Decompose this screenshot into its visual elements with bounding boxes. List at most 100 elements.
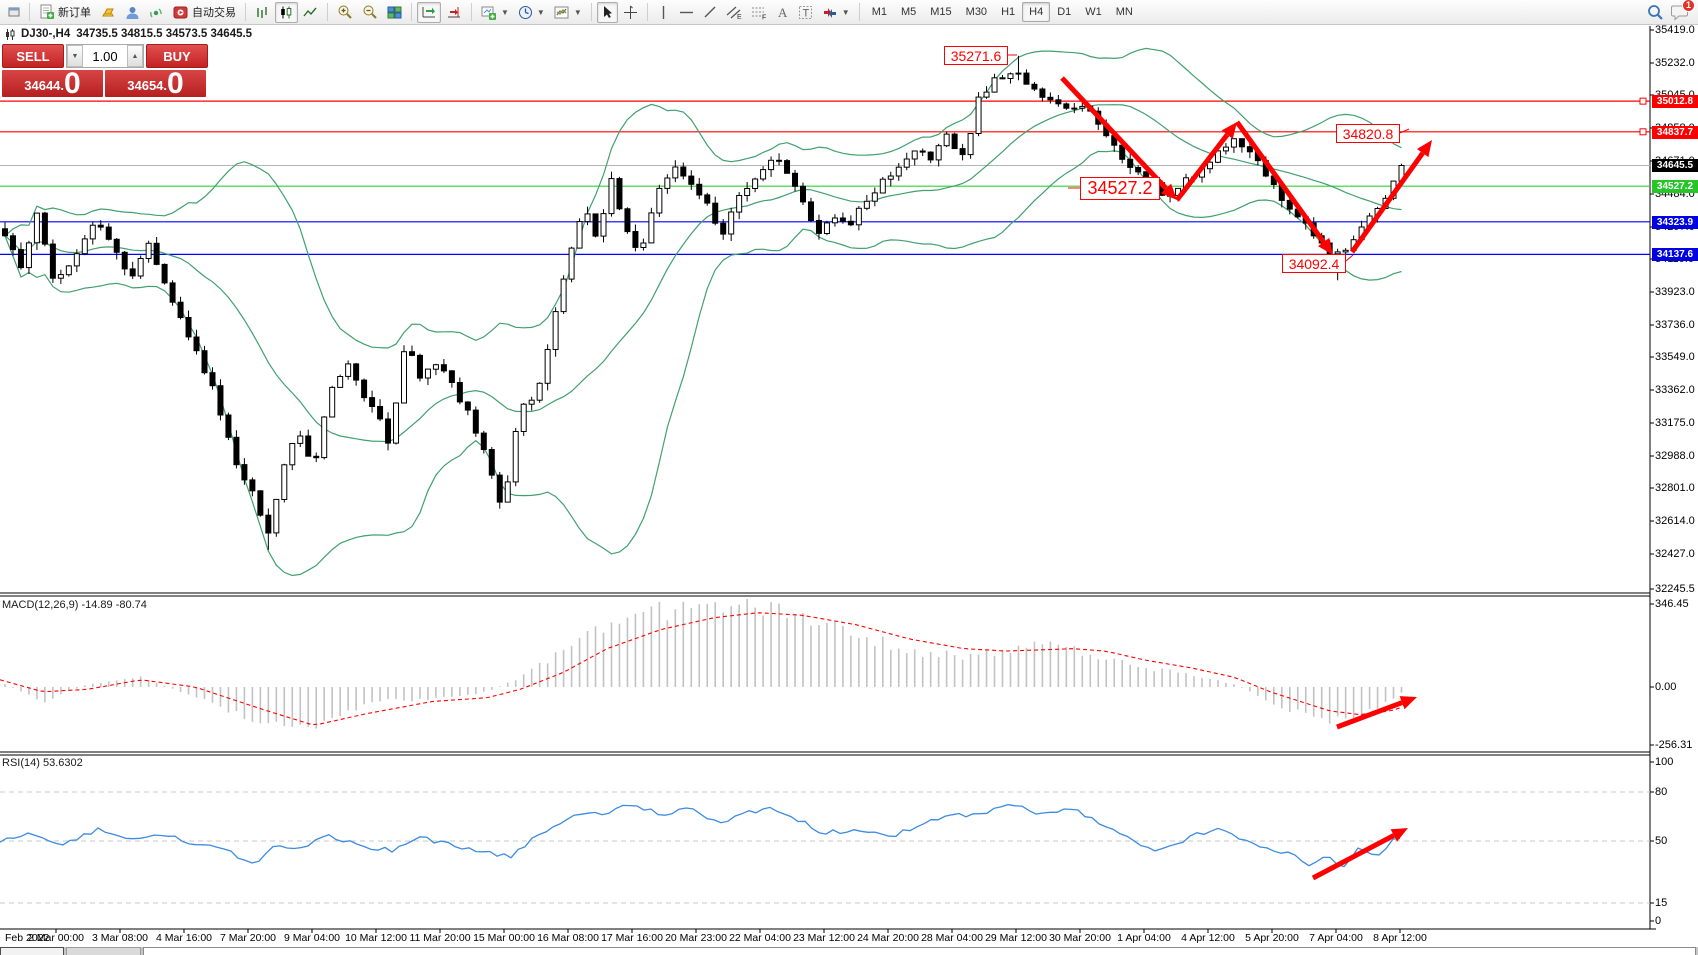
chart-tab[interactable] bbox=[143, 947, 1696, 955]
chart-tab[interactable] bbox=[66, 947, 141, 955]
price-tick-label: 33549.0 bbox=[1655, 351, 1695, 363]
macd-label: MACD(12,26,9) -14.89 -80.74 bbox=[2, 599, 147, 611]
gold-button[interactable] bbox=[96, 2, 120, 23]
search-button[interactable] bbox=[1647, 4, 1664, 21]
vertical-line-button[interactable] bbox=[653, 2, 674, 23]
templates-icon bbox=[554, 6, 569, 18]
price-tick-label: 32801.0 bbox=[1655, 482, 1695, 494]
shift-chart-button[interactable] bbox=[442, 2, 466, 23]
volume-decrease-button[interactable]: ▼ bbox=[67, 45, 83, 67]
price-tick-label: 33362.0 bbox=[1655, 384, 1695, 396]
channel-button[interactable]: E bbox=[722, 2, 746, 23]
toolbar-separator bbox=[327, 3, 328, 21]
price-tick-label: 32988.0 bbox=[1655, 450, 1695, 462]
fibonacci-button[interactable]: F bbox=[747, 2, 771, 23]
main-toolbar: 新订单 自动交易 bbox=[0, 0, 1698, 25]
buy-button[interactable]: BUY bbox=[146, 44, 208, 68]
rsi-tick-label: 50 bbox=[1655, 835, 1668, 847]
text-label-button[interactable]: T bbox=[794, 2, 817, 23]
text-button[interactable]: A bbox=[772, 2, 793, 23]
toolbar-separator bbox=[471, 3, 472, 21]
symbol-period: DJ30-,H4 bbox=[21, 28, 71, 40]
candlestick-chart-button[interactable] bbox=[275, 1, 298, 23]
trendline-icon bbox=[704, 6, 716, 18]
price-tick-label: 32245.5 bbox=[1655, 583, 1695, 595]
line-chart-icon bbox=[303, 7, 317, 16]
arrows-shapes-button[interactable]: ▼ bbox=[818, 2, 854, 23]
time-axis-label: 4 Apr 12:00 bbox=[1181, 932, 1235, 944]
rsi-tick-label: 0 bbox=[1655, 915, 1662, 927]
sell-price[interactable]: 34644. 0 bbox=[2, 69, 103, 99]
auto-trading-icon bbox=[173, 6, 188, 18]
price-tick-label: 33175.0 bbox=[1655, 417, 1695, 429]
horizontal-line-button[interactable] bbox=[675, 2, 698, 23]
svg-text:A: A bbox=[778, 5, 788, 19]
price-level-chip: 34323.9 bbox=[1652, 215, 1698, 229]
timeframe-D1[interactable]: D1 bbox=[1057, 6, 1072, 18]
trendline-button[interactable] bbox=[699, 2, 721, 23]
volume-value[interactable]: 1.00 bbox=[92, 48, 118, 64]
svg-text:E: E bbox=[737, 14, 742, 20]
time-axis-label: 5 Apr 20:00 bbox=[1245, 932, 1299, 944]
price-level-chip: 34527.2 bbox=[1652, 179, 1698, 193]
auto-scroll-button[interactable] bbox=[417, 1, 441, 23]
price-annotation[interactable]: 34092.4 bbox=[1282, 254, 1346, 273]
profile-button[interactable] bbox=[121, 2, 144, 23]
price-annotation[interactable]: 34820.8 bbox=[1336, 124, 1400, 143]
time-axis-label: 28 Mar 04:00 bbox=[921, 932, 983, 944]
channel-icon: E bbox=[726, 6, 742, 20]
time-axis-label: 8 Apr 12:00 bbox=[1373, 932, 1427, 944]
auto-trading-label: 自动交易 bbox=[192, 7, 236, 19]
chevron-down-icon: ▼ bbox=[841, 7, 850, 17]
new-order-button[interactable]: 新订单 bbox=[35, 2, 95, 23]
rsi-tick-label: 80 bbox=[1655, 786, 1668, 798]
timeframe-M1[interactable]: M1 bbox=[871, 6, 887, 18]
time-axis-label: Feb 2022 bbox=[5, 932, 50, 944]
search-icon bbox=[1648, 4, 1663, 20]
zoom-in-button[interactable] bbox=[333, 2, 357, 23]
crosshair-button[interactable] bbox=[619, 2, 642, 23]
auto-trading-button[interactable]: 自动交易 bbox=[169, 2, 240, 23]
buy-price[interactable]: 34654. 0 bbox=[105, 69, 206, 99]
timeframe-W1[interactable]: W1 bbox=[1085, 6, 1102, 18]
cursor-button[interactable] bbox=[596, 1, 618, 23]
templates-button[interactable]: ▼ bbox=[550, 2, 586, 23]
chevron-down-icon: ▼ bbox=[573, 7, 582, 17]
time-axis-label: 17 Mar 16:00 bbox=[601, 932, 663, 944]
signals-button[interactable] bbox=[145, 2, 168, 23]
price-annotation[interactable]: 35271.6 bbox=[944, 46, 1008, 65]
line-chart-button[interactable] bbox=[299, 2, 322, 23]
price-annotation[interactable]: 34527.2 bbox=[1080, 177, 1160, 200]
timeframe-H1[interactable]: H1 bbox=[1001, 6, 1016, 18]
notifications-button[interactable]: 1 bbox=[1670, 0, 1695, 21]
rsi-label: RSI(14) 53.6302 bbox=[2, 757, 83, 769]
auto-scroll-icon bbox=[422, 6, 435, 17]
timeframe-M15[interactable]: M15 bbox=[930, 6, 952, 18]
time-axis-label: 2 Mar 00:00 bbox=[27, 932, 85, 944]
toolbar-separator bbox=[646, 3, 648, 21]
price-tick-label: 32614.0 bbox=[1655, 515, 1695, 527]
macd-tick-label: -256.31 bbox=[1655, 739, 1693, 751]
timeframe-M5[interactable]: M5 bbox=[900, 6, 917, 18]
svg-text:T: T bbox=[802, 7, 809, 19]
zoom-out-button[interactable] bbox=[358, 2, 382, 23]
periods-button[interactable]: ▼ bbox=[514, 2, 549, 23]
horizontal-line-icon bbox=[679, 11, 693, 13]
notification-badge: 1 bbox=[1682, 0, 1695, 12]
new-chart-button[interactable]: ▼ bbox=[477, 2, 513, 23]
volume-increase-button[interactable]: ▲ bbox=[127, 45, 143, 67]
bar-chart-button[interactable] bbox=[251, 2, 274, 23]
timeframe-H4[interactable]: H4 bbox=[1022, 2, 1051, 22]
timeframe-M30[interactable]: M30 bbox=[965, 6, 988, 18]
sell-button[interactable]: SELL bbox=[2, 44, 64, 68]
rsi-tick-label: 15 bbox=[1655, 897, 1668, 909]
window-icon[interactable] bbox=[3, 2, 24, 23]
chart-tab[interactable] bbox=[0, 947, 64, 955]
time-axis-label: 20 Mar 23:00 bbox=[665, 932, 727, 944]
price-tick-label: 33736.0 bbox=[1655, 319, 1695, 331]
tile-windows-button[interactable] bbox=[383, 2, 406, 23]
timeframe-MN[interactable]: MN bbox=[1115, 6, 1133, 18]
time-axis-label: 7 Mar 20:00 bbox=[219, 932, 277, 944]
one-click-trading-panel: SELL ▼ 1.00 ▲ BUY 34644. 0 34654. 0 bbox=[2, 44, 208, 99]
